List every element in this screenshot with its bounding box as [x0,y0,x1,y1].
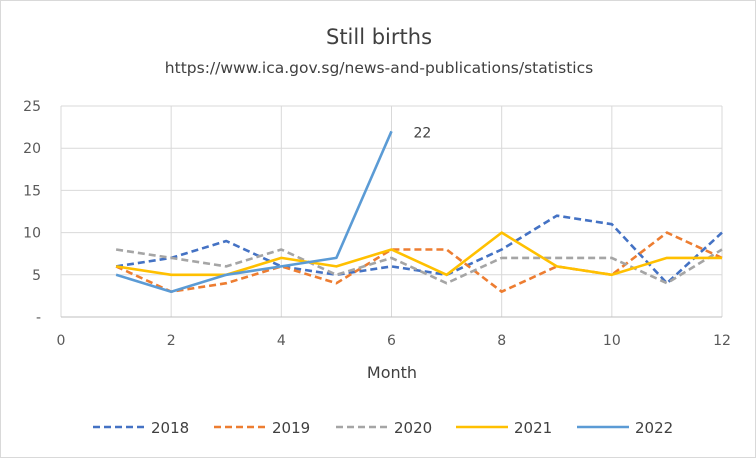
x-tick-label: 0 [57,333,66,349]
chart-title: Still births [326,25,432,49]
legend-label-2020: 2020 [394,419,432,437]
y-tick-label: 10 [23,226,41,242]
legend-label-2019: 2019 [272,419,310,437]
legend-label-2018: 2018 [151,419,189,437]
data-label: 22 [414,125,432,141]
x-tick-label: 6 [387,333,396,349]
legend-label-2022: 2022 [635,419,673,437]
annotations: 22 [414,125,432,141]
series-line-2019 [115,231,723,294]
x-tick-label: 4 [277,333,286,349]
y-tick-label: 15 [23,183,41,199]
y-tick-label: 20 [23,141,41,157]
x-tick-label: 8 [497,333,506,349]
y-tick-label: - [36,310,41,326]
series-line-2022 [115,130,393,294]
x-axis-label: Month [367,363,417,382]
chart-subtitle: https://www.ica.gov.sg/news-and-publicat… [165,59,593,77]
legend-label-2021: 2021 [514,419,552,437]
y-tick-label: 5 [32,268,41,284]
legend: 2018 2019 2020 2021 2022 [93,419,673,437]
series-layer [115,130,723,294]
gridlines [60,105,723,317]
x-tick-label: 12 [713,333,731,349]
x-tick-label: 10 [603,333,621,349]
y-tick-label: 25 [23,99,41,115]
series-line-2018 [115,214,723,285]
series-line-2021 [115,231,722,277]
axes: - 5 10 15 20 25 0 2 4 6 8 10 12 [23,99,731,349]
x-tick-label: 2 [167,333,176,349]
series-line-2020 [115,248,723,285]
